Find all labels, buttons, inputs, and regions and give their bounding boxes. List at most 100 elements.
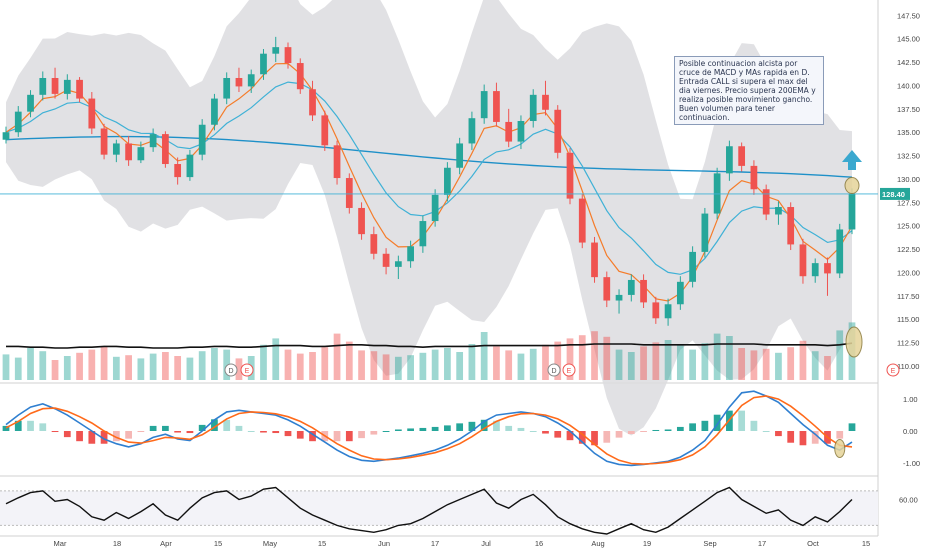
macd-histogram-bar (309, 431, 316, 442)
candle-body (689, 251, 696, 282)
time-axis-label: 15 (318, 539, 326, 548)
volume-bar (162, 352, 169, 380)
volume-bar (419, 352, 427, 380)
rsi-tick-label: 60.00 (899, 496, 918, 505)
macd-histogram-bar (738, 410, 746, 431)
volume-bar (836, 330, 844, 380)
volume-bar (738, 348, 746, 380)
macd-signal-line (5, 395, 853, 465)
volume-bar (407, 355, 414, 380)
candle-body (125, 143, 132, 161)
macd-histogram-bar (836, 431, 844, 439)
candle-body (517, 121, 525, 142)
macd-histogram-bar (186, 431, 194, 434)
macd-histogram-bar (284, 431, 292, 437)
volume-ma-line (6, 342, 853, 349)
price-tick-label: 112.50 (897, 339, 919, 348)
macd-histogram-bar (505, 425, 513, 431)
macd-histogram-bar (431, 426, 439, 431)
macd-histogram-bar (603, 431, 611, 443)
volume-bar (112, 356, 120, 380)
macd-histogram-bar (39, 423, 47, 431)
candle-body (235, 77, 243, 87)
candle-body (713, 173, 721, 214)
macd-histogram-bar (88, 431, 96, 444)
volume-bar (603, 336, 611, 380)
macd-histogram-bar (566, 431, 574, 441)
macd-histogram-bar (627, 431, 635, 435)
macd-histogram-bar (419, 427, 427, 431)
macd-histogram-bar (149, 425, 157, 431)
time-axis-label: Apr (160, 539, 172, 548)
macd-tick-label: 0.00 (903, 427, 918, 436)
highlight-ellipse (834, 439, 846, 459)
candle-body (615, 294, 623, 301)
candle-body (787, 207, 795, 245)
candle-body (198, 124, 206, 155)
candle-body (382, 253, 390, 267)
candle-body (824, 263, 831, 274)
volume-bar (676, 344, 684, 380)
candle-body (444, 167, 451, 195)
macd-histogram-bar (76, 431, 83, 442)
macd-histogram-bar (174, 431, 182, 433)
trade-note[interactable]: Posible continuacion alcista por cruce d… (674, 56, 824, 125)
volume-bar (468, 344, 476, 380)
time-axis-label: 18 (113, 539, 121, 548)
volume-bar (2, 354, 10, 380)
time-axis-label: Sep (703, 539, 716, 548)
macd-histogram-bar (529, 431, 537, 432)
volume-bar (480, 332, 488, 380)
candle-body (88, 98, 96, 129)
time-axis-label: 15 (862, 539, 870, 548)
volume-bar (542, 344, 549, 380)
volume-bar (554, 341, 562, 380)
candle-body (775, 207, 782, 215)
macd-histogram-bar (296, 431, 304, 439)
volume-bar (517, 353, 525, 380)
earnings-marker (547, 363, 561, 377)
macd-histogram-bar (480, 419, 488, 431)
earnings-marker-label: D (551, 368, 556, 375)
macd-histogram-bar (51, 431, 59, 433)
candle-body (272, 47, 280, 54)
candle-body (848, 193, 856, 230)
macd-histogram-bar (578, 431, 586, 444)
candle-body (554, 109, 562, 153)
candle-body (419, 221, 427, 247)
macd-histogram-bar (272, 431, 280, 434)
candle-body (2, 132, 10, 140)
macd-histogram-bar (247, 431, 255, 432)
volume-bar (775, 352, 782, 380)
candle-body (100, 128, 108, 155)
candle-body (640, 279, 647, 303)
macd-histogram-bar (468, 421, 476, 431)
time-axis-label: 15 (214, 539, 222, 548)
volume-bar (149, 353, 157, 380)
volume-bar (627, 352, 635, 380)
price-tick-label: 127.50 (897, 198, 920, 207)
candle-body (39, 77, 47, 95)
price-tick-label: 132.50 (897, 152, 920, 161)
candle-body (591, 242, 598, 278)
volume-bar (321, 347, 329, 380)
macd-histogram-bar (664, 429, 672, 431)
candle-body (652, 302, 660, 319)
price-tick-label: 110.00 (897, 362, 919, 371)
macd-histogram-bar (701, 420, 709, 431)
candle-body (811, 263, 819, 277)
macd-histogram-bar (456, 423, 464, 431)
volume-bar (174, 356, 182, 380)
macd-histogram-bar (640, 431, 647, 432)
volume-bar (125, 355, 132, 380)
macd-histogram-bar (198, 424, 206, 431)
candle-body (394, 261, 402, 267)
earnings-marker-label: E (891, 368, 896, 375)
macd-histogram-bar (762, 431, 770, 432)
candle-body (578, 198, 586, 243)
candle-body (701, 213, 709, 252)
price-tick-label: 147.50 (897, 11, 920, 20)
volume-bar (63, 356, 71, 380)
